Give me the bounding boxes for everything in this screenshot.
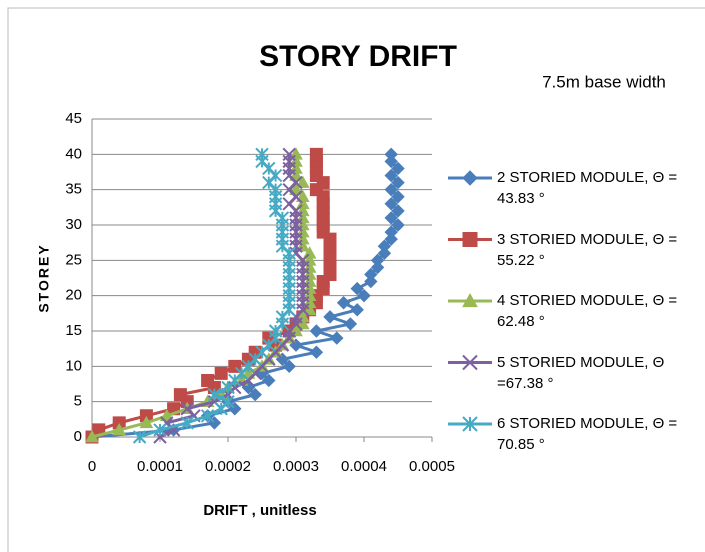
data-point	[248, 387, 262, 402]
data-point	[364, 267, 378, 282]
data-point	[85, 429, 99, 443]
data-point	[309, 147, 323, 161]
data-point	[295, 316, 310, 330]
x-axis-label: DRIFT , unitless	[203, 502, 316, 519]
data-point	[384, 182, 398, 197]
data-point	[262, 373, 276, 388]
data-point	[295, 189, 310, 203]
data-point	[370, 253, 385, 268]
chart-title: STORY DRIFT	[259, 40, 457, 73]
data-point	[282, 359, 296, 374]
data-point	[302, 302, 317, 316]
legend-marker	[462, 170, 478, 186]
data-point	[384, 154, 398, 169]
data-point	[323, 310, 337, 324]
data-point	[384, 232, 398, 246]
y-tick-label: 0	[74, 428, 82, 445]
data-point	[350, 281, 364, 296]
legend-marker	[462, 354, 478, 371]
data-point	[255, 147, 269, 162]
data-point	[343, 317, 358, 331]
x-tick-label: 0.0002	[205, 458, 251, 475]
legend-marker	[462, 232, 478, 247]
data-point	[384, 197, 398, 211]
legend-entry: 2 STORIED MODULE, Θ = 43.83 °	[497, 169, 678, 207]
data-point	[330, 331, 344, 345]
x-tick-label: 0.0005	[409, 458, 455, 475]
data-point	[350, 303, 364, 317]
data-point	[282, 147, 296, 162]
y-axis-label: STOREY	[36, 243, 52, 312]
y-tick-label: 30	[65, 216, 82, 233]
x-tick-label: 0.0004	[341, 458, 387, 475]
data-point	[384, 211, 398, 225]
data-point	[200, 409, 215, 423]
data-point	[309, 345, 324, 359]
data-point	[391, 190, 405, 204]
data-point	[228, 402, 242, 416]
data-point	[391, 161, 405, 176]
data-point	[377, 239, 392, 253]
data-point	[384, 168, 398, 183]
y-tick-label: 35	[65, 181, 82, 198]
data-point	[309, 324, 324, 338]
y-tick-label: 20	[65, 287, 82, 304]
x-tick-label: 0.0003	[273, 458, 319, 475]
data-point	[391, 218, 405, 232]
data-point	[112, 422, 127, 436]
data-point	[384, 225, 398, 239]
data-point	[180, 402, 194, 416]
legend-marker	[462, 292, 478, 308]
y-tick-label: 40	[65, 145, 82, 162]
y-tick-label: 10	[65, 357, 82, 374]
data-point	[173, 388, 187, 402]
data-point	[391, 175, 405, 190]
y-tick-label: 15	[65, 322, 82, 339]
y-tick-label: 5	[74, 393, 82, 410]
y-tick-label: 45	[65, 110, 82, 127]
chart-border	[7, 7, 705, 552]
y-tick-label: 25	[65, 251, 82, 268]
data-point	[221, 394, 235, 409]
data-point	[377, 246, 392, 260]
legend-entry: 6 STORIED MODULE, Θ = 70.85 °	[497, 415, 678, 453]
legend-entry: 5 STORIED MODULE, Θ =67.38 °	[497, 353, 665, 392]
data-point	[180, 416, 194, 430]
data-point	[370, 260, 385, 275]
data-point	[364, 274, 378, 289]
legend-entry: 3 STORIED MODULE, Θ = 55.22 °	[497, 230, 678, 269]
legend-entry: 4 STORIED MODULE, Θ = 62.48 °	[497, 292, 678, 330]
x-tick-label: 0	[88, 458, 96, 475]
legend-marker	[462, 416, 478, 432]
data-point	[391, 204, 405, 218]
data-point	[139, 415, 154, 429]
data-point	[207, 387, 222, 402]
data-point	[153, 423, 167, 437]
data-point	[384, 147, 398, 162]
data-point	[214, 366, 228, 380]
data-point	[159, 408, 174, 422]
data-point	[201, 373, 215, 387]
x-tick-label: 0.0001	[137, 458, 183, 475]
data-point	[295, 175, 310, 188]
data-point	[336, 296, 351, 310]
data-point	[132, 430, 147, 444]
chart-subtitle: 7.5m base width	[542, 72, 666, 91]
data-point	[357, 288, 371, 303]
